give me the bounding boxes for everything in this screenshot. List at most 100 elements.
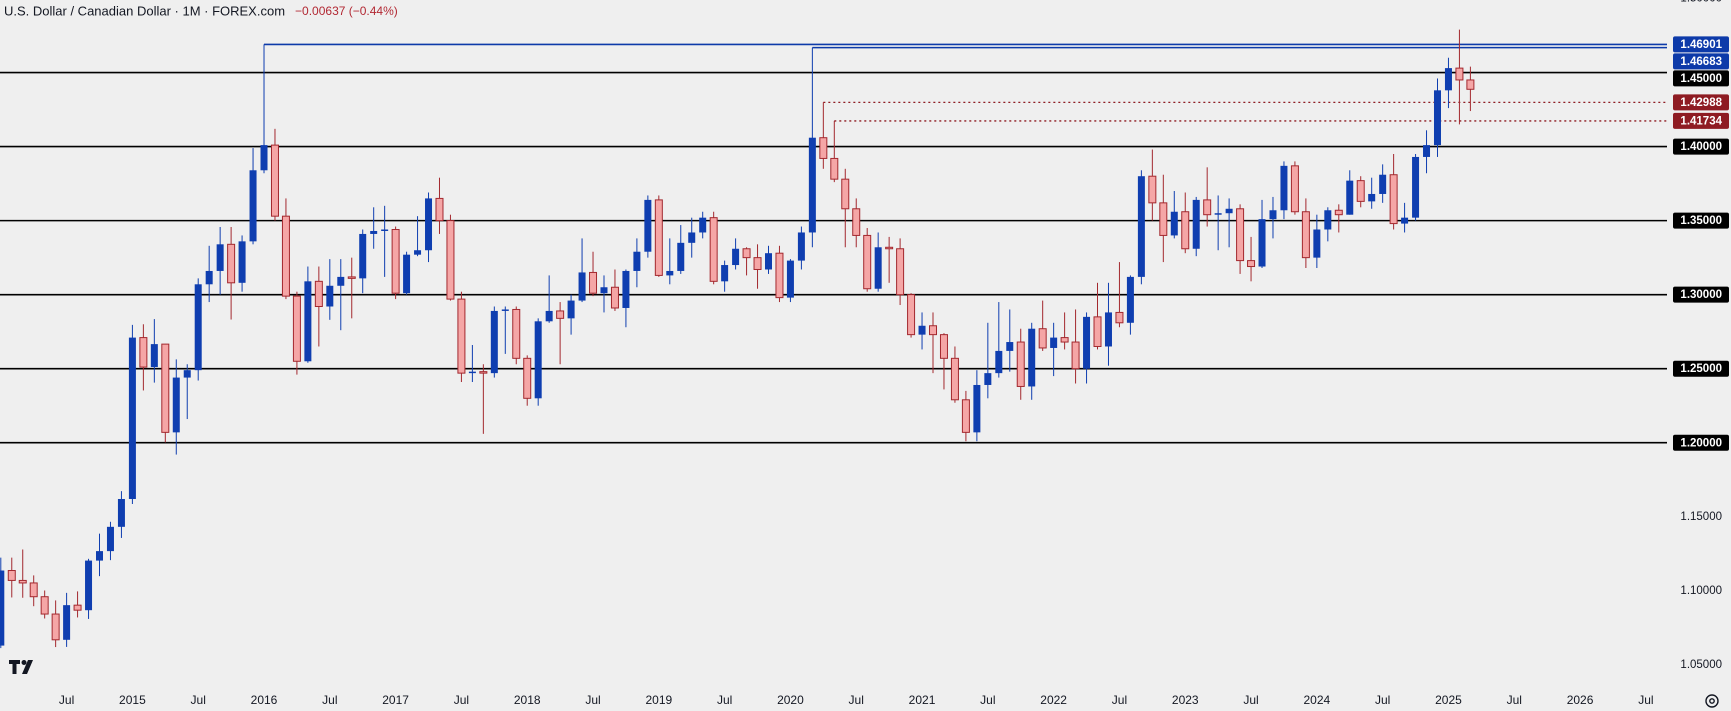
candle-body (205, 270, 213, 285)
candle-body (732, 248, 740, 266)
candle-body (63, 605, 71, 640)
candle-body (117, 498, 125, 527)
level-label: 1.45000 (1680, 73, 1722, 85)
candle-body (161, 343, 170, 433)
x-tick-label: Jul (849, 693, 864, 707)
x-tick-label: Jul (1112, 693, 1127, 707)
candle-body (764, 253, 772, 270)
candle-body (1247, 260, 1256, 268)
level-label: 1.41734 (1680, 115, 1722, 127)
candle-body (1203, 199, 1212, 216)
candle-body (929, 325, 938, 336)
candle-body (391, 229, 400, 294)
candle-body (863, 234, 872, 290)
candle-body (578, 272, 586, 301)
candle-body (1050, 337, 1058, 348)
level-label-box (1673, 360, 1729, 377)
x-tick-label: Jul (585, 693, 600, 707)
x-tick-label: Jul (322, 693, 337, 707)
candle-body (1159, 202, 1168, 236)
candle-body (742, 248, 751, 259)
candle-body (381, 229, 389, 231)
candle-body (172, 377, 180, 433)
candle-body (238, 241, 246, 283)
x-tick-label: 2026 (1567, 693, 1594, 707)
level-label: 1.42988 (1680, 97, 1722, 109)
settings-icon[interactable] (1705, 694, 1719, 708)
x-tick-label: Jul (1375, 693, 1390, 707)
candle-body (468, 371, 476, 374)
candle-body (939, 334, 948, 359)
candle-body (1313, 229, 1321, 258)
candle-body (249, 170, 257, 242)
x-tick-label: Jul (980, 693, 995, 707)
candle-body (326, 285, 334, 307)
candle-body (1290, 165, 1299, 213)
x-tick-label: 2025 (1435, 693, 1462, 707)
level-label: 1.40000 (1680, 141, 1722, 153)
candle-body (150, 344, 158, 368)
candle-body (304, 281, 312, 362)
candle-body (1225, 208, 1233, 214)
candle-body (1104, 312, 1112, 347)
candle-body (1126, 276, 1134, 323)
candle-body (896, 248, 905, 296)
candle-body (830, 157, 839, 180)
candle-body (1444, 68, 1452, 91)
candle-body (984, 373, 992, 385)
candle-body (337, 276, 345, 286)
candle-body (688, 232, 696, 243)
candle-body (73, 604, 82, 611)
candle-body (479, 371, 488, 374)
candle-body (1258, 219, 1266, 267)
candle-body (1334, 209, 1343, 216)
x-tick-label: Jul (1507, 693, 1522, 707)
y-tick-label: 1.50000 (1680, 0, 1722, 5)
candle-body (721, 265, 729, 282)
candle-body (1455, 67, 1464, 81)
candle-body (347, 276, 356, 279)
candle-body (677, 242, 685, 271)
x-tick-label: 2017 (382, 693, 409, 707)
candle-body (490, 310, 498, 374)
candle-body (85, 560, 93, 611)
candle-body (589, 271, 598, 294)
candle-body (314, 280, 323, 308)
candle-body (841, 178, 850, 210)
candle-body (567, 300, 575, 319)
candle-body (1028, 328, 1036, 387)
candle-body (1401, 217, 1409, 224)
candle-body (227, 243, 236, 284)
level-label: 1.20000 (1680, 437, 1722, 449)
candle-body (666, 270, 674, 276)
x-tick-label: 2024 (1304, 693, 1331, 707)
level-label: 1.30000 (1680, 289, 1722, 301)
candle-body (556, 310, 565, 319)
candle-body (457, 298, 466, 374)
candle-body (545, 310, 553, 322)
candle-body (1071, 341, 1080, 370)
level-label-box (1673, 112, 1729, 129)
candle-body (534, 321, 542, 399)
candle-body (18, 579, 27, 584)
candle-body (1170, 211, 1178, 236)
candle-body (610, 286, 619, 309)
candle-body (1083, 316, 1091, 369)
x-tick-label: 2016 (251, 693, 278, 707)
candle-body (808, 137, 816, 233)
candle-body (1433, 90, 1441, 146)
candle-body (1412, 156, 1420, 218)
candle-body (699, 217, 707, 233)
x-tick-label: Jul (1638, 693, 1653, 707)
tradingview-logo (9, 660, 33, 674)
candle-body (128, 337, 136, 499)
x-tick-label: Jul (454, 693, 469, 707)
candle-body (403, 254, 411, 294)
candle-body (1324, 210, 1332, 230)
candle-body (40, 596, 49, 615)
x-tick-label: 2018 (514, 693, 541, 707)
y-tick-label: 1.05000 (1680, 659, 1722, 671)
candle-body (292, 295, 301, 362)
level-label-box (1673, 212, 1729, 229)
candle-body (775, 252, 784, 299)
